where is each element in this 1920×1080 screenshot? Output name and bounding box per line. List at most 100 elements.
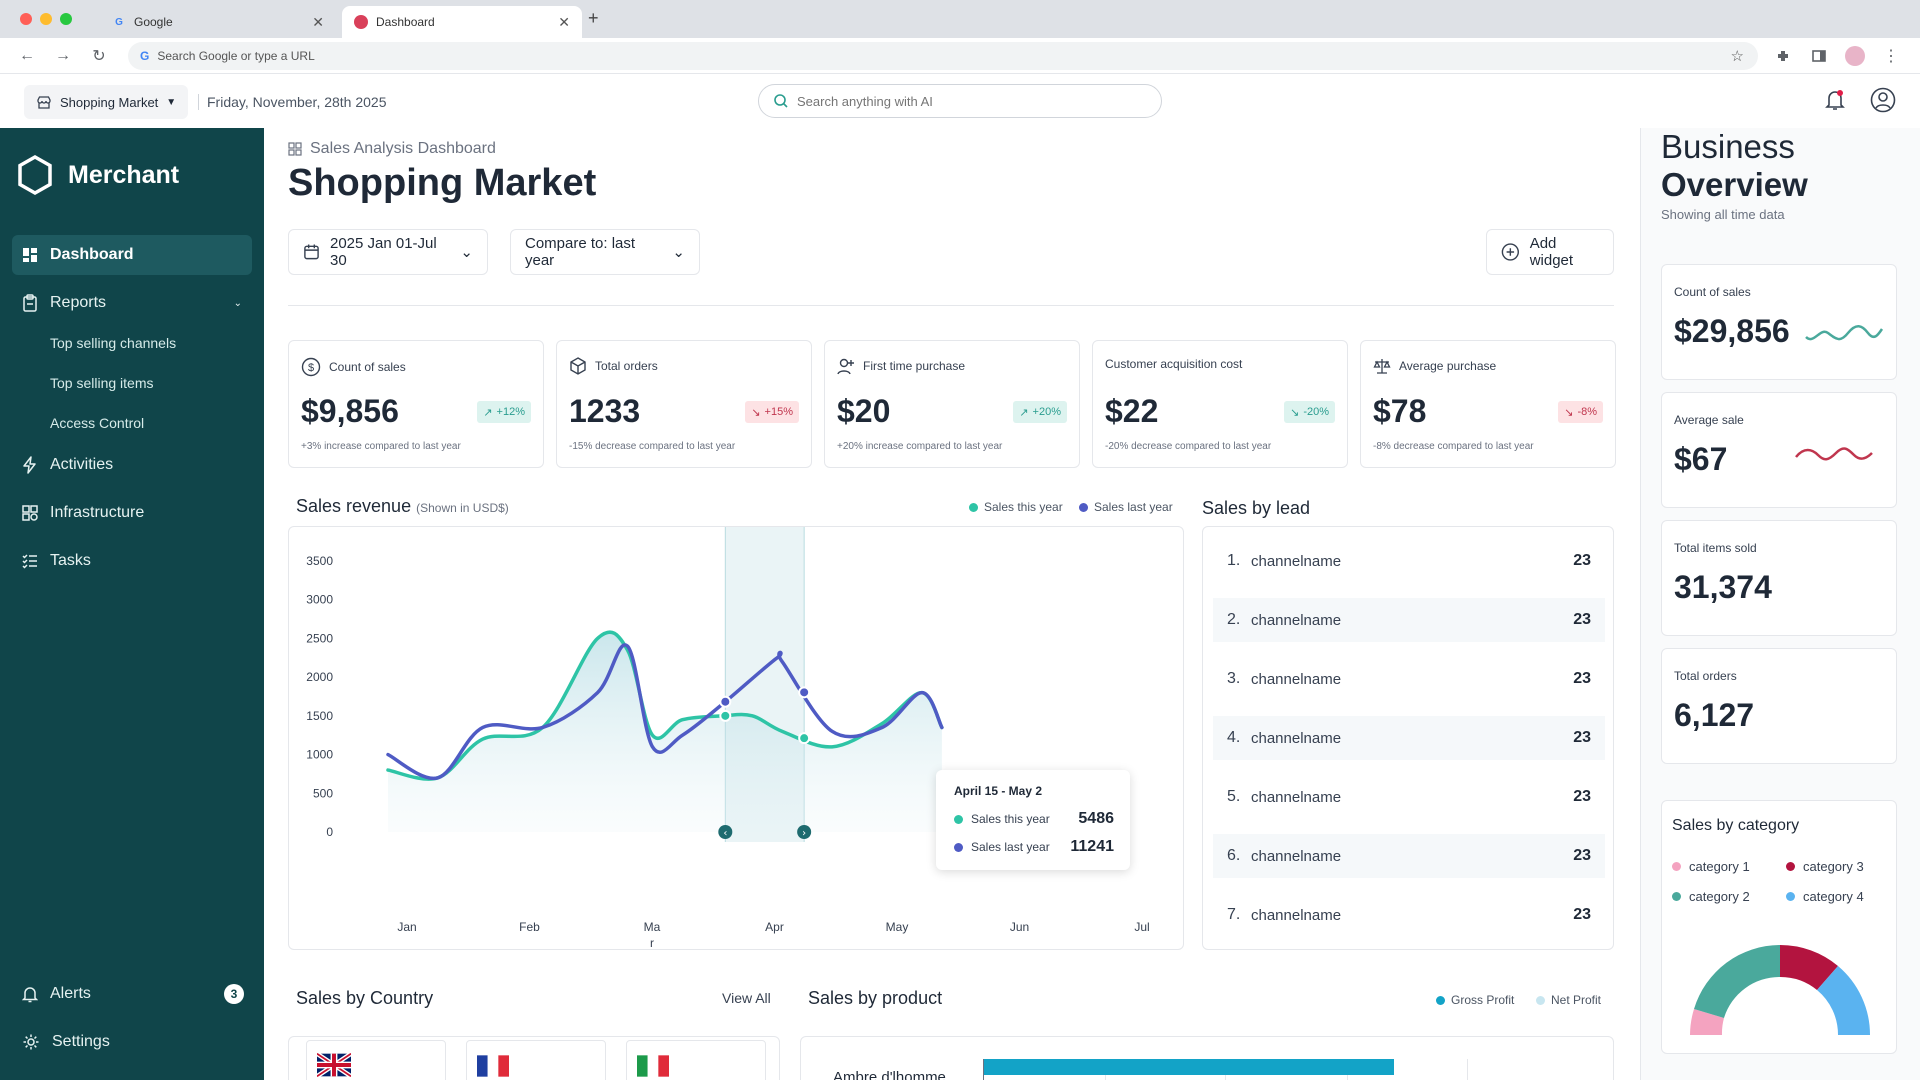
gross-profit-bar[interactable]	[984, 1059, 1394, 1075]
sidebar-item-activities[interactable]: Activities	[12, 445, 252, 485]
gauge-segment-category-1	[1690, 1009, 1724, 1035]
sidebar-item-infrastructure[interactable]: Infrastructure	[12, 493, 252, 533]
lead-row[interactable]: 4. channelname 23	[1213, 716, 1605, 760]
kpi-change-badge: ↗ +20%	[1013, 401, 1067, 423]
address-bar[interactable]: G Search Google or type a URL ☆	[128, 42, 1758, 70]
sidebar-subitem-top-selling-items[interactable]: Top selling items	[50, 375, 154, 391]
uk-flag-icon	[317, 1053, 351, 1077]
sales-by-category-title: Sales by category	[1672, 817, 1800, 834]
stat-card-average-sale[interactable]: Average sale $67	[1661, 392, 1897, 508]
kpi-card-average-purchase[interactable]: Average purchase $78 ↘ -8% -8% decrease c…	[1360, 340, 1616, 468]
profile-avatar-icon[interactable]	[1844, 45, 1866, 67]
ai-search-input[interactable]	[797, 93, 1117, 109]
close-tab-icon[interactable]: ✕	[558, 13, 570, 30]
category-legend-item: category 4	[1786, 889, 1864, 904]
browser-menu-icon[interactable]: ⋮	[1883, 48, 1899, 65]
lead-row[interactable]: 3. channelname 23	[1227, 670, 1591, 688]
user-account-icon[interactable]	[1870, 87, 1896, 118]
sidebar-subitem-top-selling-channels[interactable]: Top selling channels	[50, 335, 177, 351]
sidebar-item-label: Settings	[52, 1033, 110, 1050]
chevron-left-icon: ‹	[723, 828, 727, 839]
sales-by-category-card: Sales by category category 1 category 3 …	[1661, 800, 1897, 1054]
trend-up-icon: ↗	[1019, 406, 1029, 419]
maximize-window-button[interactable]	[60, 13, 72, 25]
reload-icon[interactable]: ↻	[92, 48, 106, 65]
revenue-chart-svg: 3500 3000 2500 2000 1500 1000 500 0 Jan Feb Ma r Apr…	[306, 527, 1150, 950]
brand-logo[interactable]: Merchant	[16, 154, 179, 196]
view-all-link[interactable]: View All	[722, 990, 771, 1006]
sidebar-item-tasks[interactable]: Tasks	[12, 541, 252, 581]
ai-search-box[interactable]	[758, 84, 1162, 118]
kpi-value: $9,856	[301, 393, 399, 429]
add-widget-button[interactable]: Add widget	[1486, 229, 1614, 275]
close-window-button[interactable]	[20, 13, 32, 25]
category-legend-item: category 2	[1672, 889, 1750, 904]
sidebar-item-label: Dashboard	[50, 246, 134, 263]
legend-sales-last-year: Sales last year	[1079, 500, 1173, 514]
italy-flag-card[interactable]	[626, 1040, 766, 1080]
back-icon[interactable]: ←	[19, 47, 35, 64]
minimize-window-button[interactable]	[40, 13, 52, 25]
sidebar-item-settings[interactable]: Settings	[12, 1022, 252, 1062]
kpi-card-customer-acquisition-cost[interactable]: Customer acquisition cost $22 ↘ -20% -20%…	[1092, 340, 1348, 468]
kpi-card-first-time-purchase[interactable]: First time purchase $20 ↗ +20% +20% incre…	[824, 340, 1080, 468]
chevron-down-icon[interactable]: ⌄	[233, 297, 242, 309]
scale-icon	[1373, 359, 1391, 374]
stat-value: $29,856	[1674, 313, 1790, 349]
chevron-down-icon: ▼	[166, 96, 177, 108]
svg-text:$: $	[308, 362, 314, 374]
product-axis	[983, 1059, 984, 1080]
sales-revenue-chart[interactable]: 3500 3000 2500 2000 1500 1000 500 0 Jan Feb Ma r Apr…	[288, 526, 1184, 950]
grid-icon	[288, 142, 302, 156]
extensions-icon[interactable]	[1772, 45, 1794, 67]
stat-card-total-items-sold[interactable]: Total items sold 31,374	[1661, 520, 1897, 636]
lead-row[interactable]: 5. channelname 23	[1227, 788, 1591, 806]
box-icon	[570, 357, 586, 375]
kpi-card-count-of-sales[interactable]: $ Count of sales $9,856 ↗ +12% +3% increas…	[288, 340, 544, 468]
bookmark-star-icon[interactable]: ☆	[1730, 48, 1744, 65]
stat-value: 6,127	[1674, 697, 1755, 733]
breadcrumb: Sales Analysis Dashboard	[288, 140, 496, 158]
sidebar-item-label: Tasks	[50, 552, 91, 569]
stat-card-count-of-sales[interactable]: Count of sales $29,856	[1661, 264, 1897, 380]
kpi-change-badge: ↘ +15%	[745, 401, 799, 423]
forward-icon[interactable]: →	[55, 47, 71, 64]
store-selector[interactable]: Shopping Market ▼	[24, 85, 189, 119]
sidebar-item-reports[interactable]: Reports ⌄	[12, 283, 252, 323]
range-handle-start	[718, 825, 733, 839]
lead-row[interactable]: 6. channelname 23	[1213, 834, 1605, 878]
uk-flag-card[interactable]	[306, 1040, 446, 1080]
sidebar-subitem-access-control[interactable]: Access Control	[50, 415, 145, 431]
tooltip-title: April 15 - May 2	[954, 784, 1043, 798]
lead-row[interactable]: 7. channelname 23	[1227, 906, 1591, 924]
kpi-note: -8% decrease compared to last year	[1373, 441, 1534, 452]
new-tab-icon[interactable]: +	[588, 8, 599, 28]
france-flag-card[interactable]	[466, 1040, 606, 1080]
stat-card-total-orders[interactable]: Total orders 6,127	[1661, 648, 1897, 764]
infrastructure-icon	[22, 505, 38, 521]
kpi-value: $20	[837, 393, 891, 429]
stat-label: Count of sales	[1674, 285, 1751, 299]
store-name: Shopping Market	[60, 94, 159, 110]
x-tick-label: Jan	[397, 920, 416, 934]
stat-value: 31,374	[1674, 569, 1772, 605]
user-plus-icon	[837, 358, 854, 375]
browser-tab-dashboard[interactable]: Dashboard ✕	[342, 6, 582, 38]
y-tick-label: 2000	[306, 670, 333, 684]
sidebar-item-dashboard[interactable]: Dashboard	[12, 235, 252, 275]
lead-row[interactable]: 1. channelname 23	[1227, 552, 1591, 570]
lead-row[interactable]: 2. channelname 23	[1213, 598, 1605, 642]
browser-tab-google[interactable]: G Google ✕	[100, 6, 336, 38]
date-range-picker[interactable]: 2025 Jan 01-Jul 30 ⌄	[288, 229, 488, 275]
kpi-change-badge: ↗ +12%	[477, 401, 531, 423]
close-tab-icon[interactable]: ✕	[312, 13, 324, 30]
point-sales-this-year	[798, 732, 811, 745]
notification-bell-icon[interactable]	[1824, 88, 1846, 117]
sidebar-item-alerts[interactable]: Alerts 3	[12, 974, 252, 1014]
point-sales-last-year	[798, 686, 811, 699]
sidepanel-icon[interactable]	[1808, 45, 1830, 67]
france-flag-icon	[477, 1055, 509, 1077]
tab-label: Google	[134, 15, 173, 29]
kpi-card-total-orders[interactable]: Total orders 1233 ↘ +15% -15% decrease co…	[556, 340, 812, 468]
compare-selector[interactable]: Compare to: last year ⌄	[510, 229, 700, 275]
